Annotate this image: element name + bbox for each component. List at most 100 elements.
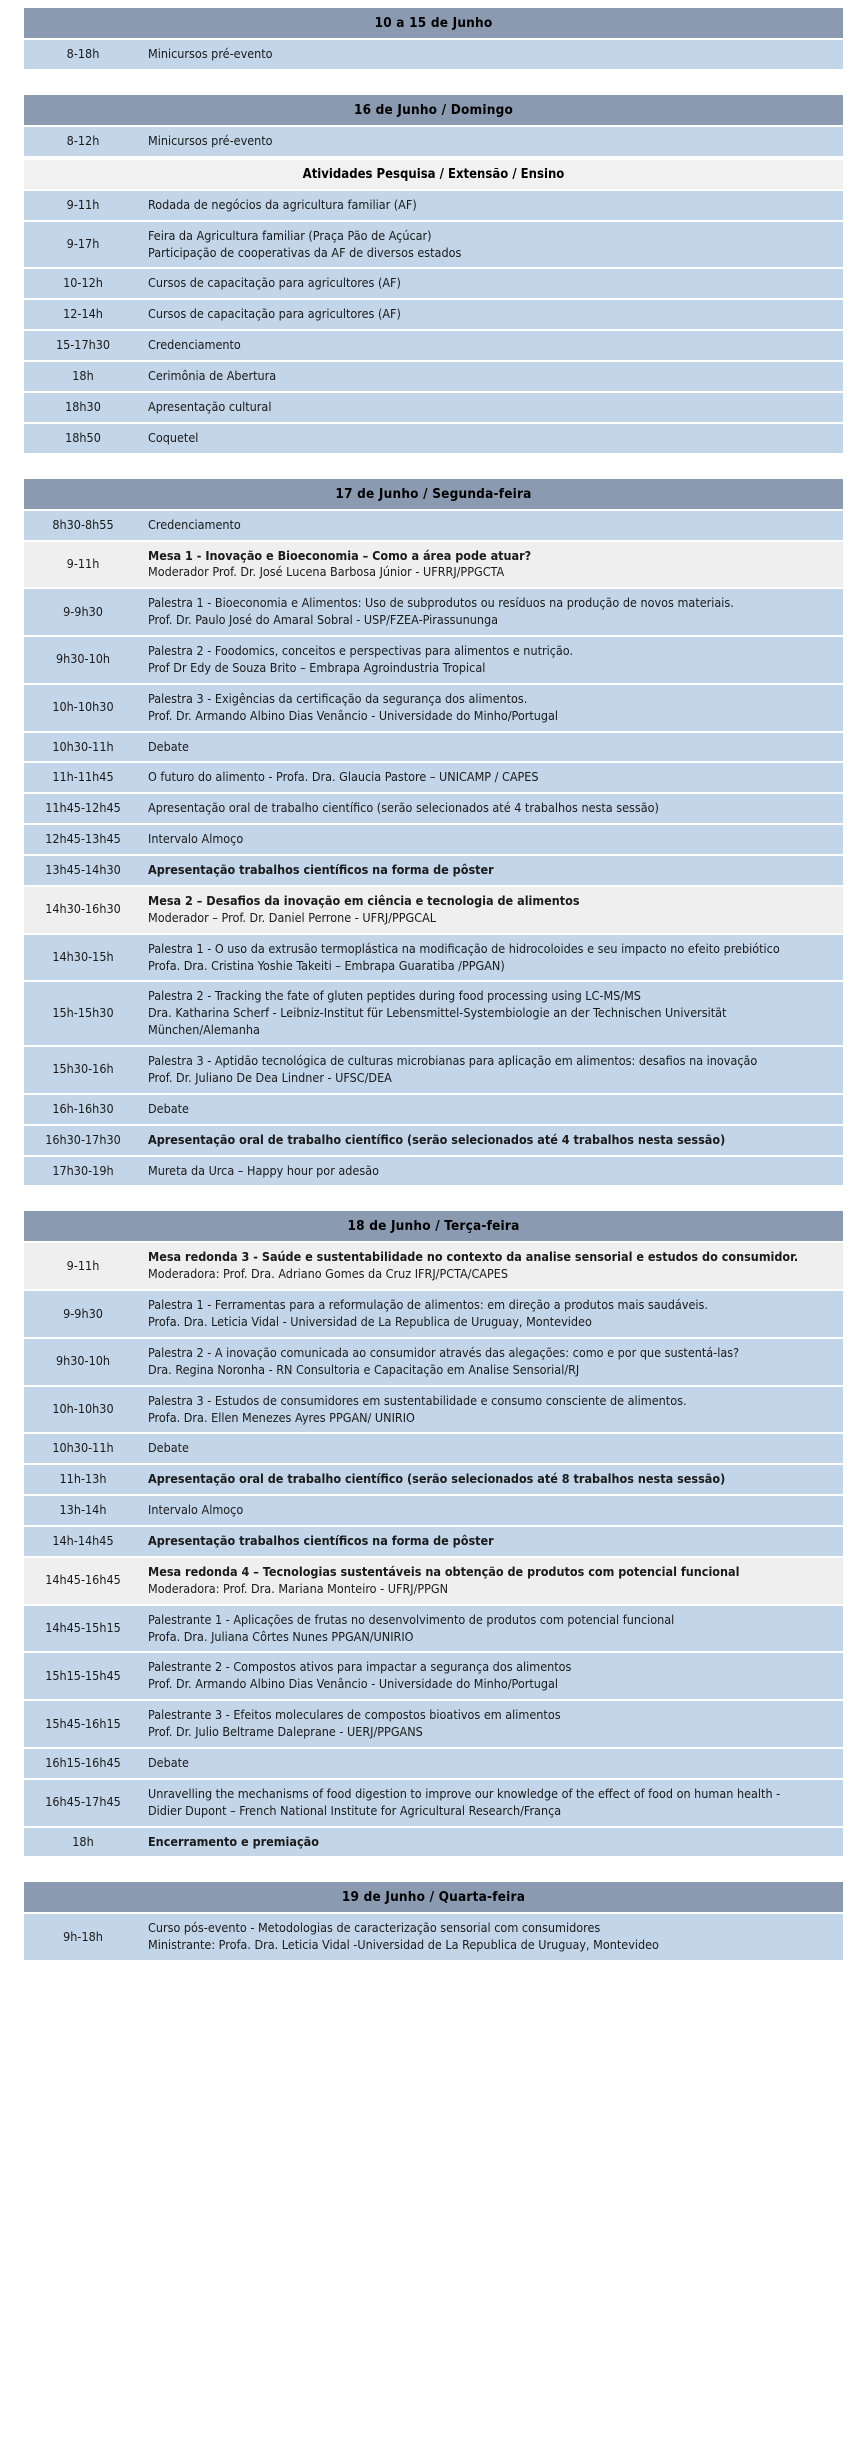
- schedule-description: Minicursos pré-evento: [142, 40, 843, 71]
- schedule-description-line: Moderadora: Prof. Dra. Mariana Monteiro …: [148, 1580, 449, 1596]
- schedule-time: 10h30-11h: [24, 1434, 142, 1466]
- schedule-row: 13h45-14h30 Apresentação trabalhos cientí…: [24, 856, 843, 887]
- schedule-description-line: Prof. Dr. Paulo José do Amaral Sobral - …: [148, 612, 499, 628]
- schedule-time: 8-18h: [24, 40, 142, 71]
- schedule-description-line: Credenciamento: [148, 516, 241, 532]
- schedule-description: Mesa redonda 4 – Tecnologias sustentávei…: [142, 1557, 843, 1606]
- schedule-row: 15h30-16h Palestra 3 - Aptidão tecnológic…: [24, 1047, 843, 1095]
- schedule-row: 14h45-16h45 Mesa redonda 4 – Tecnologias …: [24, 1557, 843, 1606]
- schedule-row: 9-11h Mesa 1 - Inovação e Bioeconomia – C…: [24, 541, 843, 590]
- schedule-description-line: Encerramento e premiação: [148, 1833, 319, 1849]
- schedule-row: 16h-16h30 Debate: [24, 1094, 843, 1126]
- schedule-row: 11h-13h Apresentação oral de trabalho cie…: [24, 1465, 843, 1497]
- schedule-row: 9-11h Rodada de negócios da agricultura f…: [24, 190, 843, 222]
- schedule-description-line: Unravelling the mechanisms of food diges…: [148, 1785, 781, 1801]
- schedule-row: 18h30 Apresentação cultural: [24, 392, 843, 424]
- schedule-time: 12-14h: [24, 300, 142, 332]
- schedule-time: 13h45-14h30: [24, 856, 142, 887]
- schedule-description: Palestra 3 - Estudos de consumidores em …: [142, 1386, 843, 1435]
- schedule-time: 9-11h: [24, 541, 142, 590]
- day-header: 19 de Junho / Quarta-feira: [24, 1882, 843, 1915]
- schedule-row: 12h45-13h45 Intervalo Almoço: [24, 825, 843, 856]
- schedule-description: Coquetel: [142, 423, 843, 455]
- schedule-description-line: Ministrante: Profa. Dra. Leticia Vidal -…: [148, 1937, 659, 1953]
- schedule-description-line: Apresentação cultural: [148, 398, 272, 414]
- schedule-time: 14h-14h45: [24, 1527, 142, 1558]
- schedule-row: 10-12h Cursos de capacitação para agricul…: [24, 269, 843, 301]
- schedule-description: Encerramento e premiação: [142, 1827, 843, 1859]
- schedule-description: Minicursos pré-evento: [142, 126, 843, 158]
- schedule-row: 14h30-16h30 Mesa 2 – Desafios da inovação…: [24, 886, 843, 935]
- schedule-description-line: Feira da Agricultura familiar (Praça Pão…: [148, 227, 432, 243]
- schedule-description-line: Apresentação trabalhos científicos na fo…: [148, 862, 494, 877]
- schedule-description-line: Credenciamento: [148, 337, 241, 353]
- schedule-row: 18h Cerimônia de Abertura: [24, 362, 843, 393]
- schedule-description-line: Coquetel: [148, 429, 199, 445]
- schedule-description-line: Palestrante 3 - Efeitos moleculares de c…: [148, 1707, 561, 1723]
- schedule-time: 9-9h30: [24, 1291, 142, 1339]
- schedule-description-line: Prof. Dr. Juliano De Dea Lindner - UFSC/…: [148, 1069, 392, 1085]
- day-header: 10 a 15 de Junho: [24, 8, 843, 40]
- schedule-row: 9-9h30 Palestra 1 - Ferramentas para a re…: [24, 1291, 843, 1339]
- day-block: 16 de Junho / Domingo 8-12h Minicursos pré…: [24, 94, 843, 455]
- schedule-time: 18h50: [24, 423, 142, 455]
- schedule-description: Apresentação oral de trabalho científico…: [142, 794, 843, 826]
- schedule-description-line: Dra. Regina Noronha - RN Consultoria e C…: [148, 1361, 580, 1377]
- schedule-description: Feira da Agricultura familiar (Praça Pão…: [142, 221, 843, 270]
- schedule-description-line: Palestra 1 - Ferramentas para a reformul…: [148, 1297, 708, 1313]
- schedule-description: Debate: [142, 1748, 843, 1780]
- schedule-description-line: Mesa 2 – Desafios da inovação em ciência…: [148, 892, 580, 908]
- schedule-description-line: Intervalo Almoço: [148, 831, 244, 847]
- schedule-description-line: Prof. Dr. Armando Albino Dias Venâncio -…: [148, 1676, 559, 1692]
- schedule-description-line: Moderador Prof. Dr. José Lucena Barbosa …: [148, 564, 505, 580]
- schedule-description-line: Debate: [148, 1754, 189, 1770]
- schedule-row: 9h-18h Curso pós-evento - Metodologias de…: [24, 1914, 843, 1963]
- schedule-row: 9-17h Feira da Agricultura familiar (Praç…: [24, 221, 843, 270]
- schedule-time: 9h30-10h: [24, 637, 142, 685]
- schedule-description: Palestra 2 - Tracking the fate of gluten…: [142, 982, 843, 1047]
- schedule-row: 18h50 Coquetel: [24, 423, 843, 455]
- schedule-description-line: Apresentação oral de trabalho científico…: [148, 800, 659, 816]
- schedule-description: Palestra 3 - Aptidão tecnológica de cult…: [142, 1047, 843, 1095]
- schedule-description: Apresentação cultural: [142, 392, 843, 424]
- schedule-description: Palestrante 2 - Compostos ativos para im…: [142, 1653, 843, 1702]
- schedule-description-line: Rodada de negócios da agricultura famili…: [148, 196, 417, 212]
- schedule-time: 11h-13h: [24, 1465, 142, 1497]
- schedule-row: 8-18h Minicursos pré-evento: [24, 40, 843, 71]
- schedule-row: 8h30-8h55 Credenciamento: [24, 510, 843, 542]
- schedule-description: Palestra 2 - A inovação comunicada ao co…: [142, 1338, 843, 1387]
- schedule-description: Apresentação oral de trabalho científico…: [142, 1125, 843, 1157]
- day-block: 17 de Junho / Segunda-feira 8h30-8h55 Cred…: [24, 478, 843, 1188]
- schedule-time: 9-9h30: [24, 589, 142, 637]
- schedule-time: 8h30-8h55: [24, 510, 142, 542]
- schedule-description-line: Minicursos pré-evento: [148, 132, 273, 148]
- schedule-description: O futuro do alimento - Profa. Dra. Glauc…: [142, 763, 843, 795]
- schedule-time: 16h15-16h45: [24, 1748, 142, 1780]
- schedule-description: Debate: [142, 1434, 843, 1466]
- section-subheader: Atividades Pesquisa / Extensão / Ensino: [24, 157, 843, 191]
- schedule-time: 15h-15h30: [24, 982, 142, 1047]
- schedule-description: Palestrante 1 - Aplicações de frutas no …: [142, 1605, 843, 1654]
- schedule-description-line: Apresentação oral de trabalho científico…: [148, 1471, 726, 1487]
- schedule-description: Credenciamento: [142, 510, 843, 542]
- schedule-description-line: Moderadora: Prof. Dra. Adriano Gomes da …: [148, 1266, 509, 1282]
- schedule-row: 11h-11h45 O futuro do alimento - Profa. D…: [24, 763, 843, 795]
- schedule-description-line: Palestra 2 - A inovação comunicada ao co…: [148, 1344, 740, 1360]
- schedule-row: 12-14h Cursos de capacitação para agricul…: [24, 300, 843, 332]
- schedule-description: Cerimônia de Abertura: [142, 362, 843, 393]
- schedule-description-line: Cursos de capacitação para agricultores …: [148, 306, 401, 322]
- day-block: 19 de Junho / Quarta-feira 9h-18h Curso pó…: [24, 1882, 843, 1963]
- schedule-description-line: Dra. Katharina Scherf - Leibniz-Institut…: [148, 1005, 727, 1038]
- schedule-time: 18h: [24, 1827, 142, 1859]
- schedule-description-line: Prof Dr Edy de Souza Brito – Embrapa Agr…: [148, 659, 486, 675]
- schedule-time: 9h30-10h: [24, 1338, 142, 1387]
- schedule-time: 9-17h: [24, 221, 142, 270]
- schedule-description: Credenciamento: [142, 331, 843, 362]
- schedule-description-line: Cursos de capacitação para agricultores …: [148, 275, 401, 291]
- schedule-row: 9-11h Mesa redonda 3 - Saúde e sustentabi…: [24, 1243, 843, 1292]
- schedule-description: Palestra 1 - O uso da extrusão termoplás…: [142, 934, 843, 983]
- schedule-time: 11h-11h45: [24, 763, 142, 795]
- schedule-time: 9h-18h: [24, 1914, 142, 1963]
- schedule-time: 13h-14h: [24, 1496, 142, 1527]
- schedule-description-line: Minicursos pré-evento: [148, 46, 273, 61]
